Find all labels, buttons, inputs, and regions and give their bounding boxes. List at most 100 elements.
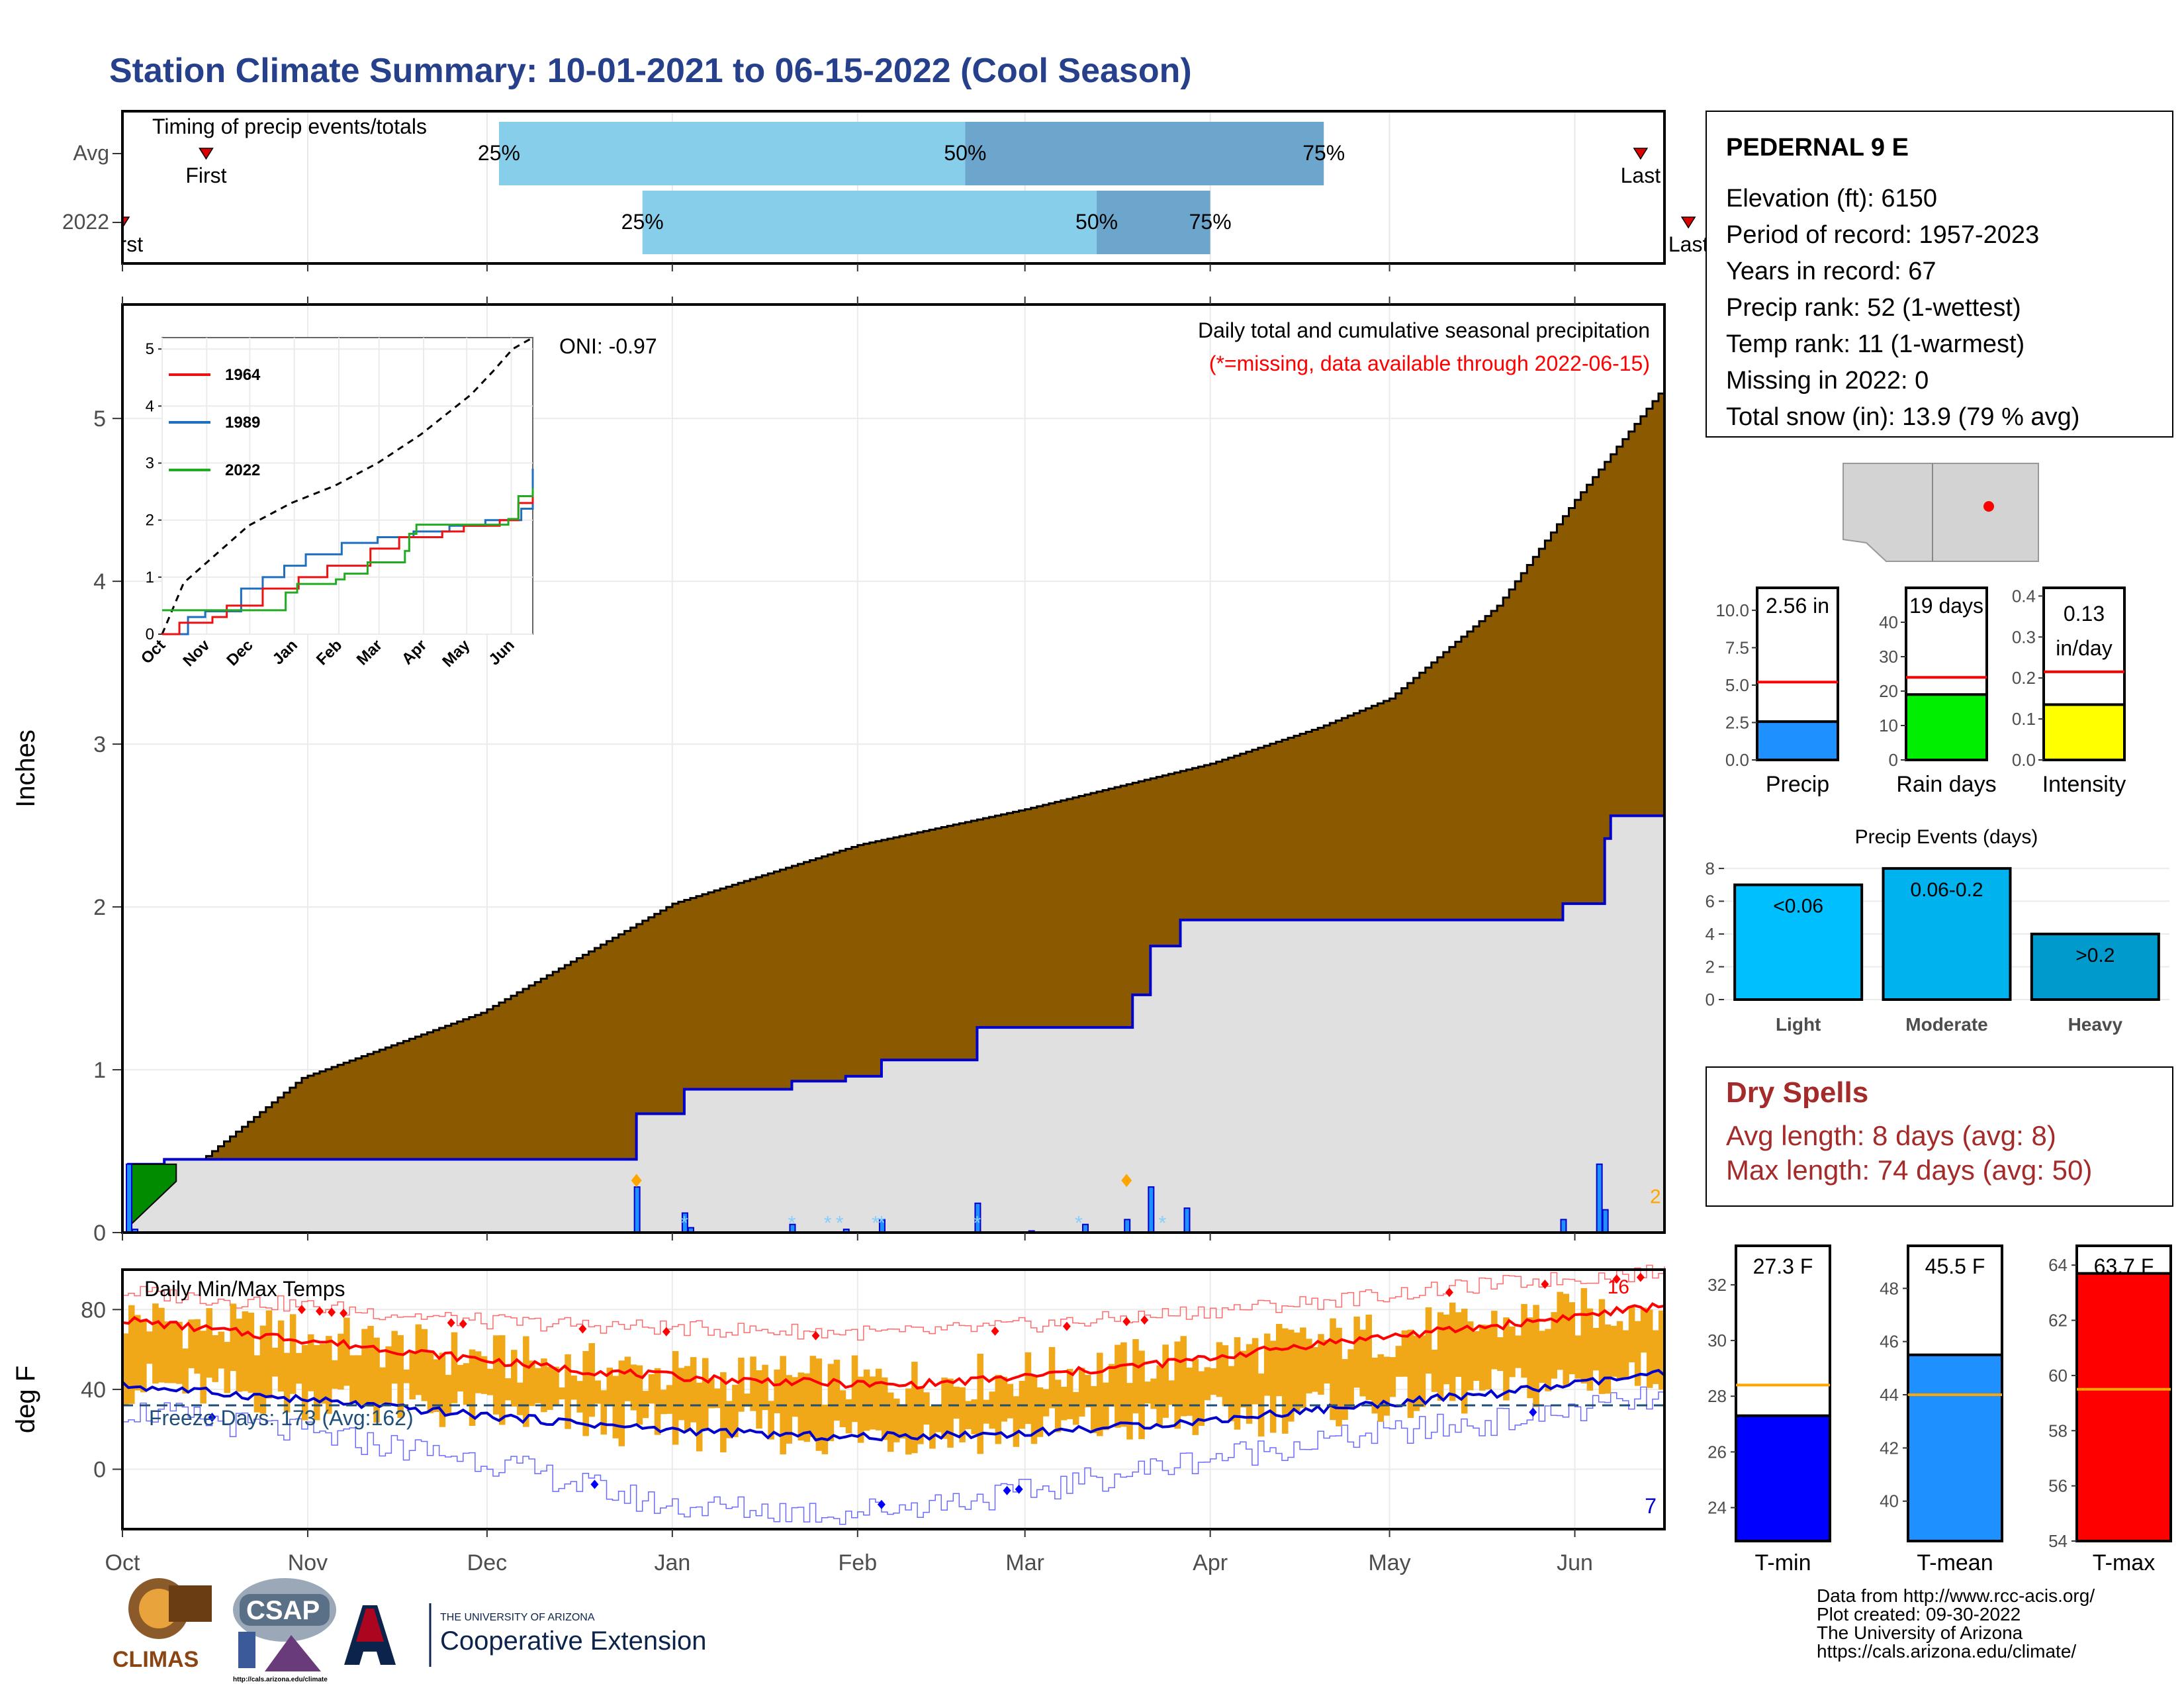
daily-temp-bar [1443, 1314, 1450, 1385]
events-bar-label: <0.06 [1773, 896, 1823, 917]
daily-temp-bar [929, 1406, 936, 1449]
station-info-line: Elevation (ft): 6150 [1726, 185, 1937, 212]
month-label: Mar [1005, 1550, 1044, 1575]
daily-temp-bar [242, 1311, 249, 1391]
daily-temp-bar [248, 1312, 255, 1393]
timing-q25-q50-bar [642, 191, 1097, 254]
daily-temp-bar [750, 1356, 756, 1411]
daily-temp-bar [1282, 1328, 1289, 1434]
record-high-marker [459, 1319, 467, 1329]
temp-bar-ytick-label: 24 [1707, 1498, 1727, 1518]
daily-temp-bar [1509, 1326, 1516, 1378]
temp-bar-title: T-mean [1917, 1550, 1993, 1575]
inset-ytick-label: 5 [146, 340, 154, 358]
daily-temp-bar [541, 1358, 547, 1413]
timing-q50-label: 50% [1075, 210, 1118, 234]
month-label: Jun [1557, 1550, 1593, 1575]
temp-bar-value [1735, 1414, 1831, 1543]
daily-temp-bar [1013, 1396, 1020, 1447]
daily-temp-bar [565, 1354, 571, 1429]
missing-day-marker: * [872, 1213, 880, 1235]
daily-temp-bar [427, 1352, 434, 1413]
daily-temps-panel: 0 40 80 deg F Daily Min/Max Temps Freeze Days… [11, 1264, 1666, 1530]
daily-temp-bar [224, 1342, 231, 1393]
daily-temp-bar [1174, 1341, 1181, 1429]
inset-average-line [161, 336, 533, 635]
daily-temp-bar [1604, 1324, 1612, 1394]
inset-ytick-label: 2 [146, 512, 154, 530]
daily-temp-bar [768, 1401, 774, 1440]
daily-temp-bar [1634, 1321, 1641, 1386]
daily-temp-bar [529, 1360, 535, 1407]
timing-row-label-front: 2022 [62, 210, 109, 234]
daily-precip-bar [1148, 1186, 1155, 1234]
mini-chart-value-label: 2.56 in [1766, 594, 1829, 618]
university-of-arizona-logo: THE UNIVERSITY OF ARIZONA Cooperative Ex… [344, 1603, 706, 1667]
timing-frame [121, 110, 1666, 265]
daily-temp-bar [1007, 1383, 1014, 1419]
temp-bar-ytick-label: 58 [2048, 1421, 2068, 1440]
daily-temp-bar [756, 1370, 762, 1429]
station-info-box: PEDERNAL 9 E Elevation (ft): 6150 Period … [1706, 111, 2173, 438]
record-low-count: 7 [1645, 1494, 1657, 1518]
daily-temp-bar [821, 1404, 829, 1454]
daily-temp-bar [379, 1367, 386, 1404]
daily-temp-bar [1479, 1324, 1486, 1391]
daily-temp-bar [486, 1368, 494, 1395]
daily-temp-bar [714, 1388, 721, 1409]
daily-temp-bar [774, 1369, 780, 1413]
daily-temp-bar [218, 1331, 225, 1369]
daily-temp-bar [1138, 1350, 1145, 1440]
daily-temp-bar [134, 1315, 141, 1391]
daily-temp-bar [702, 1358, 709, 1431]
daily-temp-bar [953, 1386, 960, 1419]
events-bar-label: >0.2 [2075, 945, 2115, 966]
daily-temp-bar [1365, 1314, 1372, 1401]
temp-bar-value-label: 27.3 F [1753, 1254, 1813, 1278]
mini-chart-ytick-label: 5.0 [1725, 675, 1749, 695]
daily-temp-bar [1580, 1288, 1588, 1383]
daily-temp-bar [385, 1346, 392, 1405]
daily-temp-bar [320, 1344, 326, 1404]
daily-temp-bar [971, 1399, 978, 1434]
temp-bar-ytick-label: 42 [1880, 1438, 1899, 1458]
daily-precip-bar [1560, 1219, 1567, 1233]
daily-temp-bar [995, 1374, 1002, 1444]
station-location-marker [1983, 501, 1994, 512]
footer-created: Plot created: 09-30-2022 [1817, 1604, 2021, 1624]
daily-temp-bar [845, 1399, 852, 1434]
station-info-line: Years in record: 67 [1726, 258, 1936, 285]
month-label: Dec [467, 1550, 507, 1575]
daily-temp-bar [1150, 1378, 1157, 1409]
daily-temp-bar [152, 1303, 159, 1384]
record-low-marker [877, 1499, 886, 1509]
daily-temp-bar [1383, 1356, 1390, 1416]
mini-chart-ytick-label: 10.0 [1715, 600, 1749, 620]
daily-temp-bar [553, 1366, 559, 1405]
daily-precip-bar [1602, 1209, 1609, 1234]
temp-ytick-label: 80 [81, 1297, 106, 1323]
daily-temp-bar [433, 1359, 440, 1413]
month-label: May [1368, 1550, 1410, 1575]
precip-timing-panel: Timing of precip events/totals 25% 50% 75% F… [0, 110, 1708, 271]
temp-bar-ytick-label: 30 [1707, 1331, 1727, 1350]
daily-temp-bar [445, 1374, 452, 1416]
daily-temp-bar [1598, 1299, 1606, 1394]
daily-temp-bar [1126, 1383, 1133, 1440]
record-low-marker [1015, 1484, 1023, 1494]
daily-precip-bar [1183, 1207, 1191, 1233]
daily-temp-bar [1228, 1366, 1235, 1422]
daily-temp-bar [547, 1366, 553, 1410]
daily-temp-bar [1306, 1338, 1312, 1393]
temp-bar-ytick-label: 40 [1880, 1491, 1899, 1511]
daily-temp-bar [1640, 1307, 1647, 1353]
mini-chart-title: Precip [1766, 772, 1829, 797]
events-ytick-label: 2 [1706, 957, 1715, 976]
inset-legend-label: 2022 [225, 461, 260, 479]
daily-temp-bar [1652, 1330, 1659, 1384]
mini-chart-ytick-label: 0.4 [2012, 586, 2036, 606]
temp-ytick-label: 0 [93, 1458, 106, 1483]
temp-bar-ytick-label: 32 [1707, 1275, 1727, 1295]
daily-temp-bar [338, 1333, 344, 1390]
timing-q50-q75-bar [1097, 191, 1210, 254]
